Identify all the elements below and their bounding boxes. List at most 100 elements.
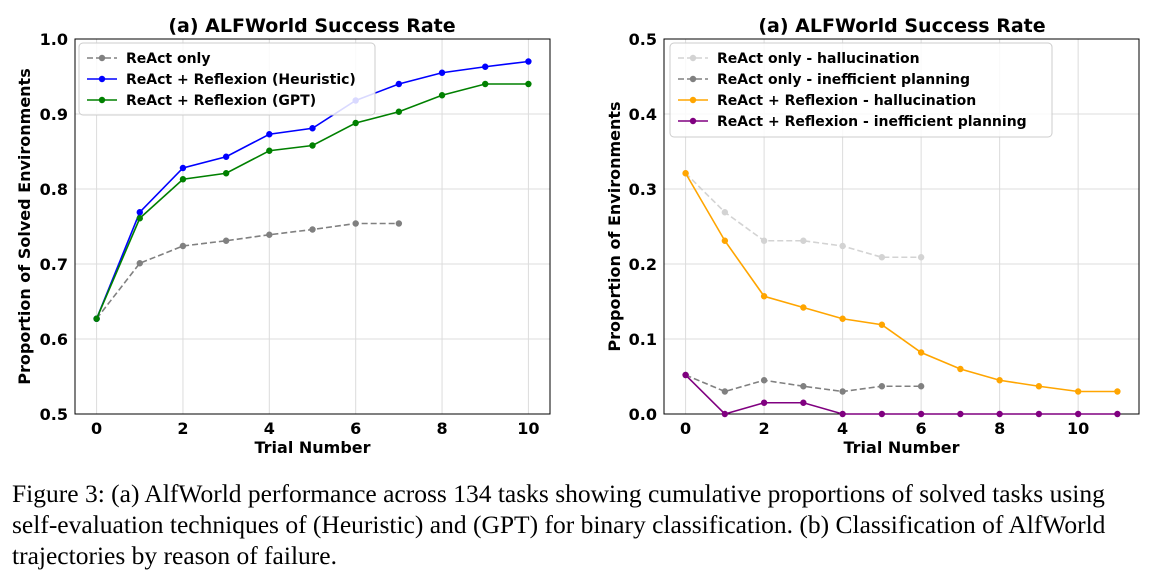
y-tick-label: 0.2 (629, 255, 657, 274)
data-point (839, 388, 846, 395)
data-point (917, 349, 925, 356)
axes-frame (74, 38, 551, 415)
data-point (266, 231, 273, 238)
data-point (1074, 388, 1082, 395)
data-point (482, 63, 489, 70)
data-point (760, 237, 768, 244)
data-point (438, 92, 446, 99)
data-point (266, 131, 273, 138)
y-tick-label: 0.8 (40, 180, 68, 199)
x-tick-label: 8 (994, 419, 1005, 438)
data-point (309, 142, 316, 149)
data-point (721, 410, 729, 418)
data-point (93, 315, 100, 322)
y-axis-label: Proportion of Solved Environments (15, 68, 34, 384)
x-tick-label: 6 (350, 419, 361, 438)
y-tick-label: 0.1 (629, 330, 657, 349)
data-point (878, 254, 886, 261)
data-point (525, 58, 532, 65)
data-point (721, 209, 729, 216)
data-point (878, 383, 886, 390)
legend-label: ReAct + Reflexion - hallucination (717, 93, 976, 109)
data-point (352, 119, 359, 127)
x-tick-label: 4 (837, 419, 848, 438)
data-point (839, 410, 846, 418)
series-line (685, 374, 1118, 415)
data-point (721, 237, 729, 244)
data-point (996, 377, 1003, 384)
data-point (800, 383, 807, 390)
data-point (179, 176, 187, 183)
legend: ReAct only ReAct + Reflexion (Heuristic) R… (78, 42, 376, 116)
data-point (760, 399, 768, 406)
data-point (721, 388, 729, 395)
data-point (917, 254, 925, 261)
data-point (1114, 388, 1121, 395)
data-point (800, 237, 807, 244)
x-tick-label: 0 (91, 419, 102, 438)
data-point (1114, 410, 1121, 418)
legend-marker (98, 96, 106, 104)
legend-marker (689, 54, 697, 62)
y-tick-label: 0.9 (40, 105, 68, 124)
data-point (222, 153, 230, 160)
legend-label: ReAct only - inefficient planning (717, 72, 970, 88)
data-point (1035, 410, 1043, 418)
data-point (136, 215, 143, 222)
legend-marker (689, 117, 697, 125)
data-point (395, 220, 403, 227)
data-point (309, 226, 316, 233)
data-point (179, 164, 187, 172)
data-point (136, 209, 143, 216)
x-tick-label: 2 (759, 419, 770, 438)
y-tick-label: 0.0 (629, 405, 657, 424)
y-tick-label: 0.5 (629, 30, 657, 49)
data-point (179, 242, 187, 250)
data-point (1035, 383, 1043, 390)
x-tick-label: 2 (177, 419, 188, 438)
x-axis-label: Trial Number (843, 438, 959, 457)
data-point (917, 383, 925, 390)
x-tick-label: 6 (916, 419, 927, 438)
legend-marker (689, 96, 697, 104)
data-point (395, 80, 403, 88)
figure: 0 2 4 6 8 10 0.5 0.6 0.7 0.8 0.9 1.0 (a) ALFWorld Su… (15, 15, 1140, 457)
chart-2: 0 2 4 6 8 10 0.0 0.1 0.2 0.3 0.4 0.5 (a) ALFWorld Su… (605, 15, 1140, 457)
legend-marker (98, 54, 106, 62)
data-point (878, 410, 886, 418)
y-axis-label: Proportion of Environments (605, 101, 624, 351)
x-tick-label: 4 (264, 419, 275, 438)
data-point (760, 377, 768, 384)
legend: ReAct only - hallucination ReAct only - i… (669, 42, 1053, 138)
data-point (682, 170, 689, 177)
series-line (684, 172, 1118, 393)
x-axis-label: Trial Number (254, 438, 370, 457)
legend-label: ReAct only (126, 51, 211, 67)
y-tick-label: 0.3 (629, 180, 657, 199)
chart-title: (a) ALFWorld Success Rate (758, 15, 1045, 37)
data-point (395, 108, 403, 115)
data-point (839, 242, 846, 250)
legend-label: ReAct only - hallucination (717, 51, 920, 67)
y-tick-label: 0.5 (40, 405, 68, 424)
data-point (352, 220, 359, 227)
data-point (957, 410, 964, 418)
x-tick-label: 0 (680, 419, 691, 438)
data-point (800, 399, 807, 406)
data-point (800, 304, 807, 311)
data-point (222, 170, 230, 177)
data-point (266, 147, 273, 154)
chart-title: (a) ALFWorld Success Rate (168, 15, 455, 37)
data-point (222, 237, 230, 244)
x-tick-label: 10 (1067, 419, 1089, 438)
data-point (957, 365, 964, 373)
data-point (136, 260, 143, 267)
data-point (996, 410, 1003, 418)
legend-box (78, 42, 376, 116)
y-tick-label: 0.4 (629, 105, 657, 124)
legend-marker (98, 75, 106, 83)
y-tick-label: 1.0 (40, 30, 68, 49)
data-point (839, 315, 846, 322)
y-tick-label: 0.7 (40, 255, 68, 274)
data-point (438, 69, 446, 76)
